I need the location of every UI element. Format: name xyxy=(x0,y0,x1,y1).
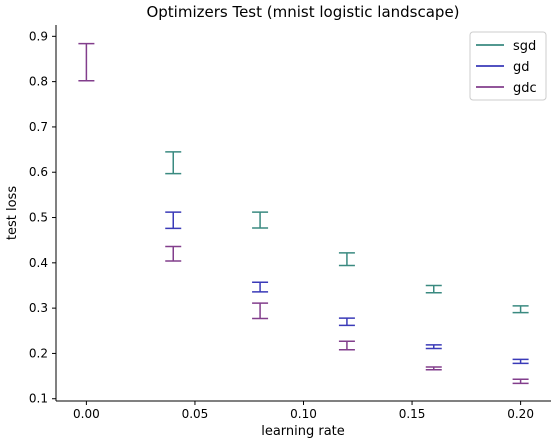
legend-label: sgd xyxy=(513,39,536,54)
y-tick-label: 0.8 xyxy=(29,75,48,89)
y-tick-label: 0.3 xyxy=(29,301,48,315)
y-tick-label: 0.9 xyxy=(29,29,48,43)
y-tick-label: 0.5 xyxy=(29,211,48,225)
error-bar xyxy=(338,252,355,267)
x-tick-label: 0.20 xyxy=(507,407,534,421)
legend-item-gd: gd xyxy=(476,60,530,75)
error-bar xyxy=(512,378,529,385)
error-bar xyxy=(338,317,355,327)
error-bar xyxy=(425,284,442,294)
error-bar xyxy=(425,344,442,350)
error-bar xyxy=(512,358,529,365)
error-bar xyxy=(165,151,182,175)
x-ticks: 0.00 0.05 0.10 0.15 0.20 xyxy=(73,401,534,421)
x-axis-label: learning rate xyxy=(261,424,345,439)
chart-title: Optimizers Test (mnist logistic landscap… xyxy=(146,3,459,21)
legend-box xyxy=(469,31,547,101)
error-bar xyxy=(165,211,182,230)
error-bar xyxy=(165,245,182,262)
y-ticks: 0.1 0.2 0.3 0.4 0.5 0.6 0.7 0.8 0.9 xyxy=(29,29,56,406)
error-bar xyxy=(425,366,442,371)
series-gdc xyxy=(78,42,529,385)
y-axis-label: test loss xyxy=(5,186,20,240)
x-tick-label: 0.15 xyxy=(399,407,426,421)
y-tick-label: 0.6 xyxy=(29,165,48,179)
error-bar xyxy=(512,305,529,314)
series-layer xyxy=(78,42,529,385)
error-bar xyxy=(252,281,269,293)
y-tick-label: 0.4 xyxy=(29,256,48,270)
series-gd xyxy=(165,211,529,365)
series-sgd xyxy=(165,151,529,314)
legend-label: gd xyxy=(513,60,530,75)
error-bar xyxy=(252,302,269,320)
error-bar xyxy=(338,340,355,351)
plot-area: 0.00 0.05 0.10 0.15 0.20 0.10.20.30.40.50.60… xyxy=(29,25,551,421)
y-tick-label: 0.1 xyxy=(29,392,48,406)
x-tick-label: 0.05 xyxy=(182,407,209,421)
error-bar xyxy=(252,211,269,229)
x-tick-label: 0.00 xyxy=(73,407,100,421)
y-tick-label: 0.7 xyxy=(29,120,48,134)
x-tick-label: 0.10 xyxy=(290,407,317,421)
legend-item-sgd: sgd xyxy=(476,39,536,54)
y-tick-label: 0.2 xyxy=(29,346,48,360)
legend-label: gdc xyxy=(513,81,537,96)
legend-item-gdc: gdc xyxy=(476,81,537,96)
legend: sgd gd gdc xyxy=(469,31,547,101)
error-bar xyxy=(78,42,95,82)
